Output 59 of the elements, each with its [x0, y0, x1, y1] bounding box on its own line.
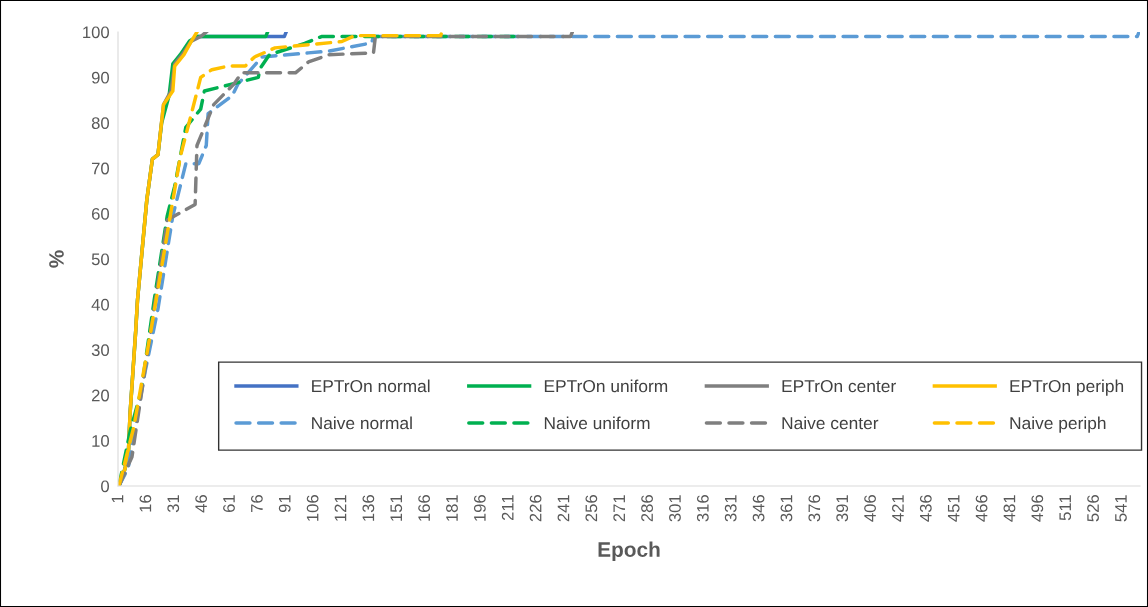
x-tick-label: 76	[250, 495, 263, 513]
legend-label: Naive center	[782, 416, 879, 430]
x-tick-label: 226	[529, 495, 542, 522]
legend-label: Naive periph	[1010, 416, 1106, 433]
x-tick-label: 316	[696, 495, 709, 522]
x-tick-label: 136	[362, 495, 375, 521]
y-tick-label: 30	[91, 344, 110, 356]
legend-label: Naive normal	[312, 416, 412, 430]
x-tick-label: 406	[864, 495, 876, 522]
x-tick-label: 511	[1059, 495, 1072, 521]
x-tick-label: 31	[167, 495, 180, 513]
x-tick-label: 16	[139, 495, 152, 512]
x-tick-label: 451	[947, 495, 960, 522]
y-tick-label: 50	[91, 253, 110, 266]
x-tick-label: 376	[808, 495, 821, 522]
x-tick-label: 121	[334, 495, 347, 521]
x-tick-label: 331	[724, 495, 737, 522]
legend-label: Naive uniform	[544, 416, 650, 430]
x-tick-label: 361	[780, 495, 793, 522]
x-tick-label: 211	[501, 495, 514, 521]
x-tick-label: 151	[390, 495, 403, 521]
x-tick-label: 61	[223, 495, 235, 513]
y-tick-label: 100	[83, 26, 110, 39]
x-tick-label: 526	[1087, 495, 1099, 522]
y-tick-label: 20	[91, 389, 110, 402]
x-tick-label: 91	[278, 495, 291, 513]
x-tick-label: 166	[418, 495, 430, 521]
x-axis-title: Epoch	[598, 541, 660, 561]
x-tick-label: 421	[892, 495, 904, 522]
x-tick-label: 286	[641, 495, 653, 522]
x-tick-label: 436	[919, 495, 932, 522]
y-tick-label: 10	[92, 435, 110, 447]
y-tick-label: 80	[91, 117, 110, 129]
x-tick-label: 196	[473, 495, 486, 521]
y-tick-label: 90	[91, 71, 110, 84]
x-tick-label: 256	[585, 495, 598, 522]
legend-label: EPTrOn center	[782, 379, 896, 393]
y-tick-label: 0	[101, 480, 110, 493]
x-tick-label: 541	[1115, 495, 1127, 522]
x-tick-label: 466	[975, 495, 988, 522]
legend-label: EPTrOn periph	[1010, 379, 1124, 396]
y-tick-label: 40	[91, 298, 110, 311]
y-axis-title: %	[49, 250, 64, 268]
x-tick-label: 1	[111, 495, 124, 503]
x-tick-label: 496	[1031, 495, 1044, 522]
x-tick-label: 301	[669, 495, 681, 522]
x-tick-label: 46	[195, 495, 208, 513]
x-tick-label: 241	[557, 495, 570, 522]
y-tick-label: 70	[91, 162, 110, 175]
x-tick-label: 106	[306, 495, 319, 521]
legend-label: EPTrOn normal	[312, 379, 430, 393]
x-tick-label: 391	[836, 495, 849, 522]
x-tick-label: 181	[446, 495, 458, 521]
x-tick-label: 346	[752, 495, 765, 522]
x-tick-label: 271	[613, 495, 625, 522]
x-tick-label: 481	[1003, 495, 1016, 522]
line-series	[118, 32, 1140, 486]
legend-label: EPTrOn uniform	[544, 379, 668, 393]
y-tick-label: 60	[91, 208, 110, 220]
